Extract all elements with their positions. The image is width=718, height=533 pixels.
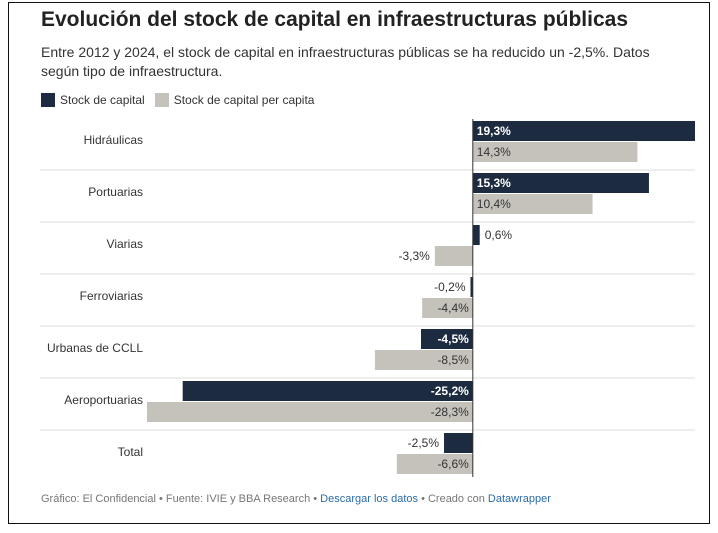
legend: Stock de capital Stock de capital per cap…	[41, 93, 314, 107]
value-label: 10,4%	[477, 197, 511, 211]
category-label: Total	[118, 445, 143, 459]
category-label: Viarias	[107, 237, 143, 251]
category-label: Hidráulicas	[84, 133, 143, 147]
value-label: -6,6%	[437, 457, 469, 471]
legend-swatch	[41, 93, 55, 107]
legend-item: Stock de capital per capita	[154, 93, 315, 107]
value-label: 19,3%	[477, 124, 511, 138]
value-label: -2,5%	[408, 436, 440, 450]
category-label: Urbanas de CCLL	[47, 341, 143, 355]
bar	[374, 350, 473, 370]
value-label: 0,6%	[485, 228, 513, 242]
category-label: Portuarias	[88, 185, 143, 199]
bar	[472, 121, 695, 141]
bar	[470, 277, 473, 297]
legend-swatch	[154, 93, 169, 107]
datawrapper-link[interactable]: Datawrapper	[487, 493, 551, 505]
value-label: -4,5%	[437, 332, 469, 346]
bar	[147, 402, 473, 422]
bar	[421, 329, 473, 349]
chart-subtitle: Entre 2012 y 2024, el stock de capital e…	[41, 44, 650, 79]
value-label: 15,3%	[477, 176, 511, 190]
bar	[422, 298, 473, 318]
category-label: Ferroviarias	[80, 289, 143, 303]
bar	[472, 225, 480, 245]
legend-label: Stock de capital per capita	[173, 93, 315, 107]
legend-item: Stock de capital	[41, 93, 145, 107]
bar	[472, 142, 638, 162]
footer: Gráfico: El Confidencial • Fuente: IVIE …	[41, 493, 551, 505]
value-label: -8,5%	[437, 353, 469, 367]
footer-source: Gráfico: El Confidencial • Fuente: IVIE …	[41, 493, 318, 505]
bar	[444, 433, 473, 453]
bar	[472, 194, 593, 214]
bar	[472, 173, 649, 193]
download-link[interactable]: Descargar los datos	[320, 493, 418, 505]
value-label: -25,2%	[431, 384, 469, 398]
category-label: Aeroportuarias	[64, 393, 143, 407]
frame	[8, 2, 710, 524]
value-label: -4,4%	[437, 301, 469, 315]
chart-title: Evolución del stock de capital en infrae…	[41, 8, 629, 31]
legend-label: Stock de capital	[60, 93, 145, 107]
value-label: -0,2%	[434, 280, 466, 294]
bar	[434, 246, 473, 266]
footer-credit: • Creado con	[421, 493, 485, 505]
bar	[396, 454, 473, 474]
bar	[182, 381, 473, 401]
value-label: -28,3%	[431, 405, 469, 419]
value-label: -3,3%	[398, 249, 430, 263]
value-label: 14,3%	[477, 145, 511, 159]
